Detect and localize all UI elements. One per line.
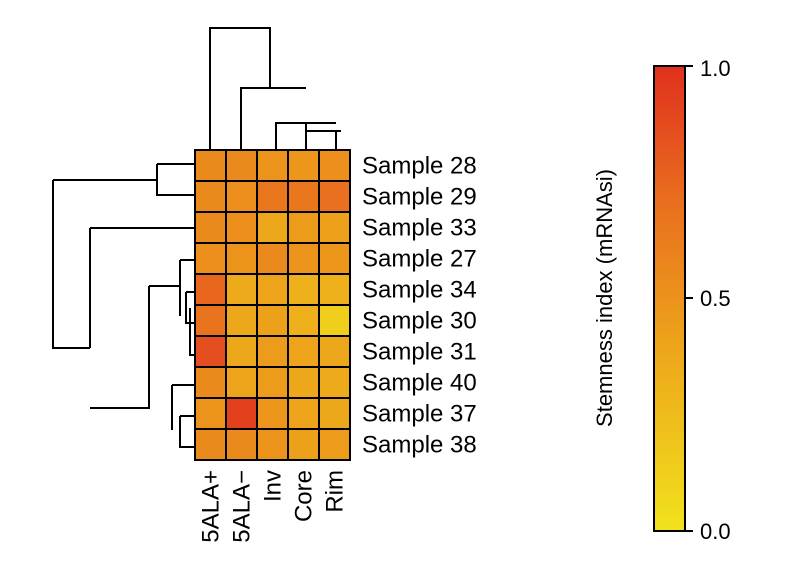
heatmap-cell-r1-c2	[256, 180, 289, 213]
column-labels: 5ALA+ 5ALA− Inv Core Rim	[198, 470, 349, 543]
heatmap-cell-r0-c1	[225, 149, 258, 182]
heatmap-cell-r2-c4	[318, 211, 351, 244]
heatmap-cell-r9-c3	[287, 428, 320, 461]
heatmap-cell-r6-c2	[256, 335, 289, 368]
heatmap-cell-r8-c3	[287, 397, 320, 430]
column-dendrogram	[209, 27, 341, 150]
row-label: Sample 37	[362, 401, 477, 428]
heatmap-cell-r6-c4	[318, 335, 351, 368]
heatmap-cell-r6-c3	[287, 335, 320, 368]
heatmap-cell-r5-c2	[256, 304, 289, 337]
heatmap-cell-r6-c0	[194, 335, 227, 368]
heatmap-cell-r3-c2	[256, 242, 289, 275]
column-label: Inv	[260, 470, 287, 502]
heatmap-cell-r7-c1	[225, 366, 258, 399]
heatmap-cell-r8-c1	[225, 397, 258, 430]
heatmap-cell-r2-c3	[287, 211, 320, 244]
heatmap-cell-r0-c4	[318, 149, 351, 182]
row-label: Sample 28	[362, 153, 477, 180]
heatmap-cell-r4-c3	[287, 273, 320, 306]
heatmap-cell-r1-c3	[287, 180, 320, 213]
heatmap-cell-r9-c0	[194, 428, 227, 461]
heatmap-cell-r4-c4	[318, 273, 351, 306]
row-label: Sample 31	[362, 339, 477, 366]
row-label: Sample 30	[362, 308, 477, 335]
colorbar-gradient	[653, 65, 686, 532]
row-label: Sample 29	[362, 184, 477, 211]
heatmap-cell-r3-c0	[194, 242, 227, 275]
heatmap-cell-r3-c1	[225, 242, 258, 275]
colorbar: 1.0 0.5 0.0 Stemness index (mRNAsi)	[592, 56, 731, 544]
heatmap-cell-r0-c0	[194, 149, 227, 182]
heatmap-cell-r1-c0	[194, 180, 227, 213]
heatmap-cell-r9-c4	[318, 428, 351, 461]
heatmap-cell-r5-c3	[287, 304, 320, 337]
heatmap-cell-r5-c1	[225, 304, 258, 337]
heatmap-cell-r4-c0	[194, 273, 227, 306]
heatmap-cell-r1-c1	[225, 180, 258, 213]
heatmap-cell-r8-c4	[318, 397, 351, 430]
heatmap-cell-r7-c4	[318, 366, 351, 399]
column-label: 5ALA+	[198, 470, 225, 543]
heatmap-cell-r0-c2	[256, 149, 289, 182]
row-labels: Sample 28 Sample 29 Sample 33 Sample 27 Samp…	[362, 153, 477, 459]
row-label: Sample 38	[362, 432, 477, 459]
heatmap-cells	[194, 149, 351, 461]
heatmap-cell-r7-c0	[194, 366, 227, 399]
row-label: Sample 40	[362, 370, 477, 397]
heatmap-cell-r3-c4	[318, 242, 351, 275]
heatmap-cell-r4-c1	[225, 273, 258, 306]
column-label: Rim	[322, 470, 349, 513]
heatmap-cell-r7-c3	[287, 366, 320, 399]
row-label: Sample 27	[362, 246, 477, 273]
heatmap-cell-r8-c2	[256, 397, 289, 430]
heatmap-cell-r3-c3	[287, 242, 320, 275]
heatmap-cell-r2-c2	[256, 211, 289, 244]
colorbar-tick-label-mid: 0.5	[700, 286, 731, 311]
row-dendrogram	[52, 163, 194, 448]
heatmap-cell-r9-c2	[256, 428, 289, 461]
colorbar-axis-label: Stemness index (mRNAsi)	[592, 169, 617, 427]
row-label: Sample 34	[362, 277, 477, 304]
heatmap-cell-r2-c1	[225, 211, 258, 244]
column-label: Core	[291, 470, 318, 522]
heatmap-cell-r1-c4	[318, 180, 351, 213]
heatmap-cell-r7-c2	[256, 366, 289, 399]
heatmap-cell-r2-c0	[194, 211, 227, 244]
heatmap-cell-r5-c0	[194, 304, 227, 337]
heatmap-cell-r9-c1	[225, 428, 258, 461]
heatmap-cell-r0-c3	[287, 149, 320, 182]
column-label: 5ALA−	[229, 470, 256, 543]
heatmap-cell-r4-c2	[256, 273, 289, 306]
row-label: Sample 33	[362, 215, 477, 242]
heatmap-cell-r6-c1	[225, 335, 258, 368]
heatmap-cell-r5-c4	[318, 304, 351, 337]
heatmap-cell-r8-c0	[194, 397, 227, 430]
colorbar-tick-label-min: 0.0	[700, 519, 731, 544]
colorbar-tick-label-max: 1.0	[700, 56, 731, 81]
